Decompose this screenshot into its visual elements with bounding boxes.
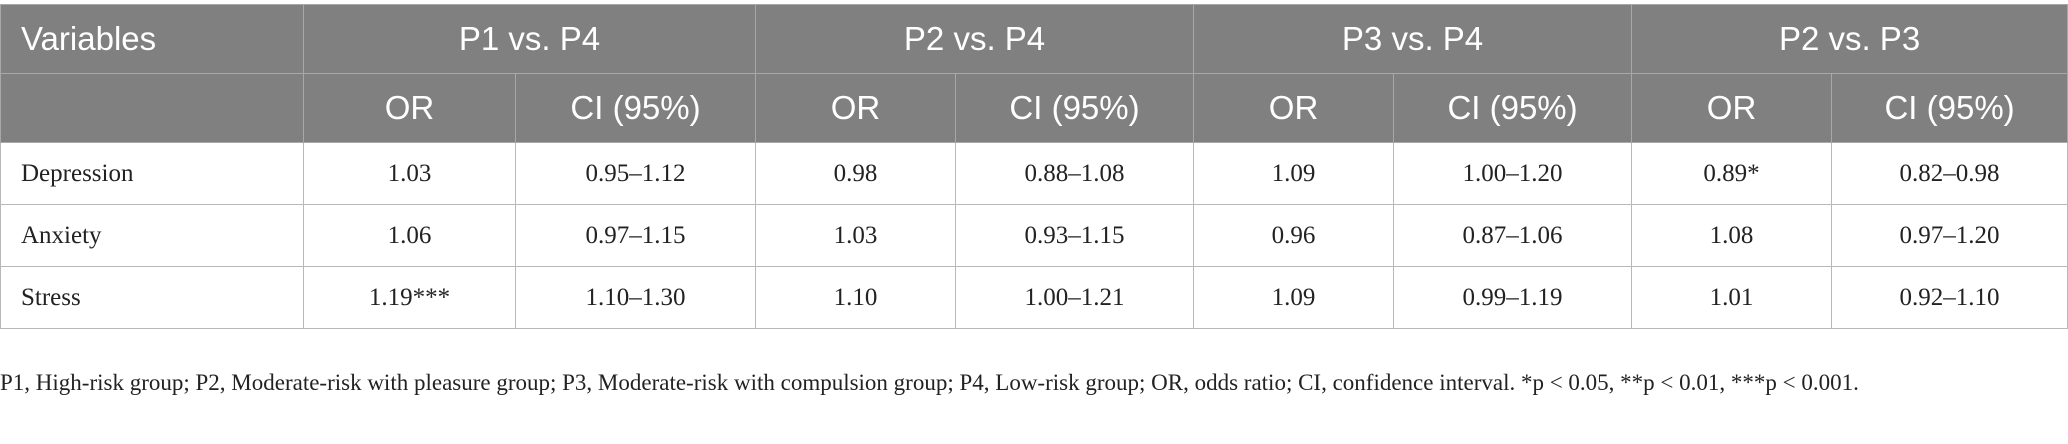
header-row-groups: Variables P1 vs. P4 P2 vs. P4 P3 vs. P4 … [0,4,2068,74]
table-cell: 0.95–1.12 [514,142,757,205]
table-cell: 0.98 [755,142,957,205]
header-variables: Variables [0,4,304,74]
table-cell: 1.00–1.20 [1393,142,1633,205]
header-or: OR [1631,73,1833,143]
table-cell: 1.10–1.30 [514,266,757,329]
table-cell: 1.19*** [303,266,516,329]
table-cell: 1.10 [755,266,957,329]
table-cell: 1.00–1.21 [955,266,1195,329]
table-cell: 0.96 [1193,204,1395,267]
header-ci: CI (95%) [1831,73,2068,143]
table-row: Depression 1.03 0.95–1.12 0.98 0.88–1.08… [0,142,2068,205]
table-cell: 1.03 [303,142,516,205]
header-p1-vs-p4: P1 vs. P4 [302,4,757,74]
table-row: Anxiety 1.06 0.97–1.15 1.03 0.93–1.15 0.… [0,204,2068,267]
header-ci: CI (95%) [955,73,1195,143]
header-or: OR [303,73,516,143]
table-cell: 1.01 [1631,266,1833,329]
table-cell: 0.92–1.10 [1831,266,2068,329]
table-cell: 1.09 [1193,266,1395,329]
row-label: Stress [0,266,304,329]
table-row: Stress 1.19*** 1.10–1.30 1.10 1.00–1.21 … [0,266,2068,329]
header-ci: CI (95%) [1393,73,1633,143]
table-cell: 0.89* [1631,142,1833,205]
row-label: Depression [0,142,304,205]
results-table: Variables P1 vs. P4 P2 vs. P4 P3 vs. P4 … [0,4,2068,329]
header-ci: CI (95%) [514,73,757,143]
header-row-measures: OR CI (95%) OR CI (95%) OR CI (95%) OR C… [0,73,2068,143]
header-p3-vs-p4: P3 vs. P4 [1193,4,1633,74]
table-cell: 1.09 [1193,142,1395,205]
table-cell: 0.97–1.15 [514,204,757,267]
table-cell: 1.08 [1631,204,1833,267]
header-blank [0,73,304,143]
table-cell: 0.97–1.20 [1831,204,2068,267]
header-or: OR [755,73,957,143]
table-cell: 1.03 [755,204,957,267]
table-cell: 0.82–0.98 [1831,142,2068,205]
table-footnote: P1, High-risk group; P2, Moderate-risk w… [0,370,1859,395]
table-cell: 0.99–1.19 [1393,266,1633,329]
table-cell: 0.88–1.08 [955,142,1195,205]
header-p2-vs-p3: P2 vs. P3 [1631,4,2068,74]
table-cell: 0.87–1.06 [1393,204,1633,267]
row-label: Anxiety [0,204,304,267]
table-cell: 1.06 [303,204,516,267]
table-cell: 0.93–1.15 [955,204,1195,267]
header-or: OR [1193,73,1395,143]
header-p2-vs-p4: P2 vs. P4 [755,4,1195,74]
